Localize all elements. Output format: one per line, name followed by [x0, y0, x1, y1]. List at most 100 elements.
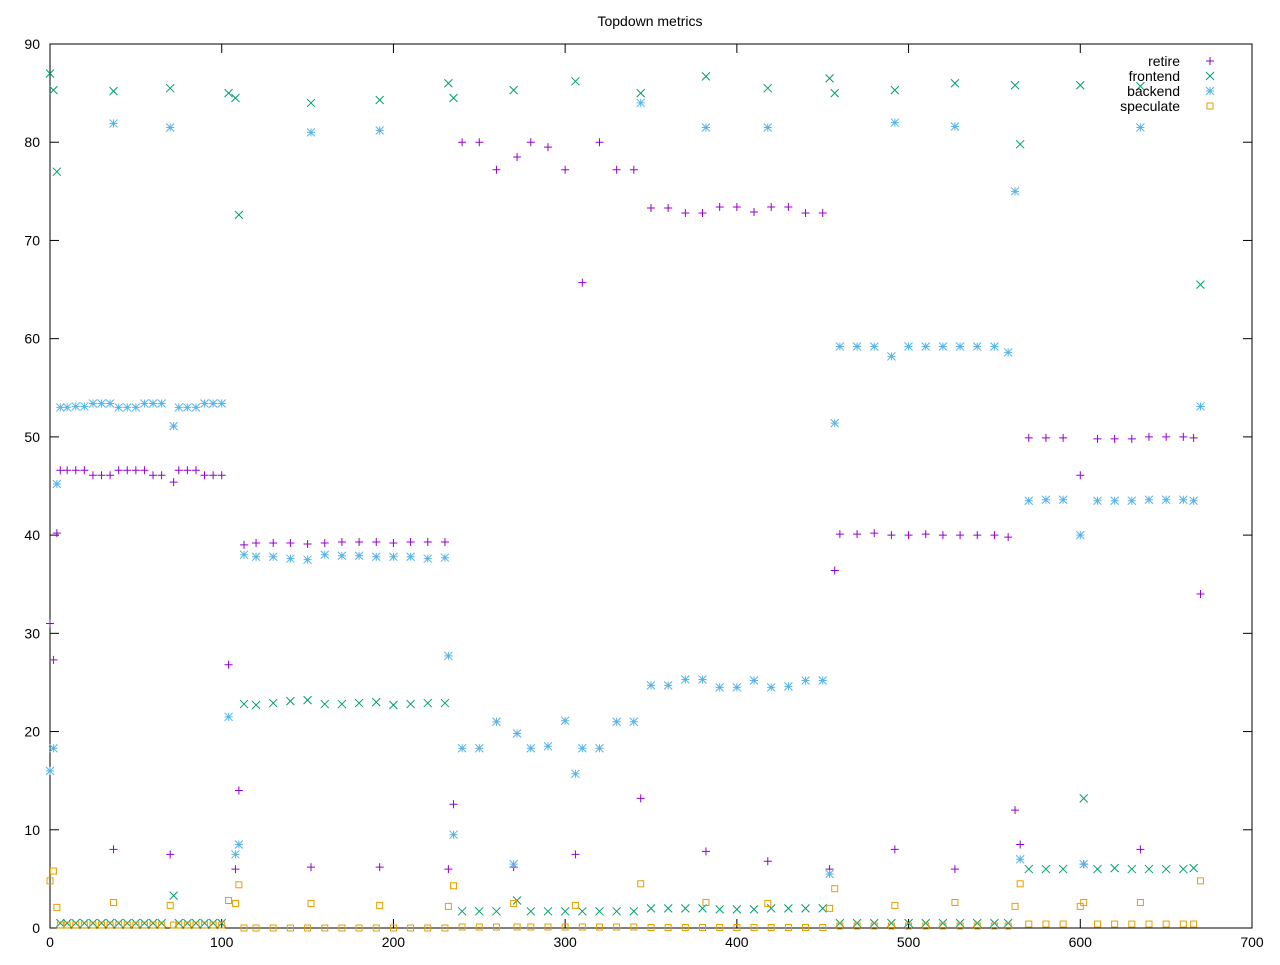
- point-plus: [209, 471, 218, 480]
- point-cross: [784, 904, 793, 913]
- point-plus: [1144, 432, 1153, 441]
- point-square: [1179, 920, 1187, 928]
- point-star: [835, 342, 845, 351]
- point-plus: [904, 531, 913, 540]
- point-star: [140, 399, 149, 408]
- point-square: [1093, 920, 1101, 928]
- point-plus: [252, 538, 261, 547]
- point-star: [887, 351, 896, 361]
- point-square: [1004, 922, 1012, 930]
- point-plus: [217, 471, 226, 480]
- point-plus: [224, 660, 233, 669]
- point-star: [71, 402, 81, 411]
- point-star: [766, 683, 776, 692]
- point-star: [869, 342, 879, 351]
- point-cross: [543, 906, 553, 916]
- x-tick-label: 100: [210, 934, 234, 950]
- point-square: [218, 921, 226, 929]
- point-plus: [629, 165, 638, 174]
- point-plus: [1189, 433, 1198, 442]
- point-square: [578, 923, 586, 931]
- point-square: [269, 924, 277, 932]
- point-star: [571, 769, 580, 779]
- point-square: [231, 899, 239, 907]
- point-square: [158, 921, 166, 929]
- point-plus: [818, 208, 827, 217]
- plot-border: [49, 43, 1253, 929]
- point-plus: [389, 538, 398, 547]
- point-star: [1196, 402, 1205, 411]
- point-square: [956, 922, 964, 930]
- point-square: [831, 885, 839, 893]
- point-square: [63, 921, 71, 929]
- point-star: [122, 403, 132, 412]
- point-cross: [1161, 864, 1171, 874]
- point-cross: [1110, 863, 1119, 873]
- point-cross: [663, 904, 673, 913]
- legend-marker: [1206, 57, 1214, 65]
- point-plus: [355, 537, 364, 546]
- point-star: [148, 399, 158, 408]
- x-tick-label: 0: [46, 934, 54, 950]
- point-square: [513, 923, 521, 931]
- point-star: [852, 342, 862, 351]
- x-tick-label: 500: [897, 934, 921, 950]
- point-plus: [1179, 432, 1188, 441]
- point-star: [268, 552, 278, 562]
- point-cross: [509, 85, 518, 95]
- point-square: [240, 924, 248, 932]
- point-plus: [1024, 433, 1033, 442]
- point-star: [526, 743, 536, 753]
- point-plus: [1110, 434, 1119, 443]
- point-plus: [870, 529, 879, 538]
- point-plus: [49, 655, 58, 664]
- point-star: [303, 555, 312, 565]
- point-star: [457, 743, 467, 753]
- point-square: [1011, 902, 1019, 910]
- point-cross: [1058, 864, 1068, 874]
- point-plus: [449, 800, 458, 809]
- point-plus: [80, 466, 89, 475]
- point-star: [105, 399, 115, 408]
- point-plus: [1136, 845, 1145, 854]
- point-plus: [63, 466, 72, 475]
- point-cross: [577, 906, 587, 916]
- point-plus: [307, 863, 316, 872]
- point-square: [699, 924, 707, 932]
- point-star: [97, 399, 106, 408]
- point-cross: [251, 700, 261, 710]
- point-plus: [890, 845, 899, 854]
- point-cross: [1041, 864, 1051, 874]
- point-square: [784, 924, 792, 932]
- point-star: [174, 403, 184, 412]
- x-tick-label: 400: [725, 934, 749, 950]
- point-cross: [732, 904, 742, 914]
- point-square: [1196, 877, 1204, 885]
- point-square: [201, 921, 209, 929]
- legend-marker: [1206, 102, 1214, 110]
- point-star: [191, 403, 201, 412]
- point-square: [321, 924, 329, 932]
- y-tick-label: 50: [24, 429, 40, 445]
- point-square: [1080, 898, 1088, 906]
- point-cross: [440, 698, 450, 708]
- point-plus: [921, 530, 930, 539]
- point-plus: [149, 471, 158, 480]
- point-cross: [1024, 864, 1034, 874]
- point-square: [613, 923, 621, 931]
- point-star: [1136, 123, 1145, 132]
- point-square: [905, 922, 913, 930]
- point-cross: [303, 695, 312, 705]
- point-plus: [801, 208, 810, 217]
- point-star: [449, 830, 458, 840]
- point-cross: [371, 697, 381, 707]
- point-cross: [423, 698, 433, 708]
- point-plus: [887, 531, 896, 540]
- point-plus: [52, 529, 61, 538]
- point-star: [921, 342, 931, 351]
- point-star: [512, 729, 522, 738]
- point-plus: [166, 850, 175, 859]
- point-star: [1144, 495, 1154, 505]
- point-square: [510, 899, 518, 907]
